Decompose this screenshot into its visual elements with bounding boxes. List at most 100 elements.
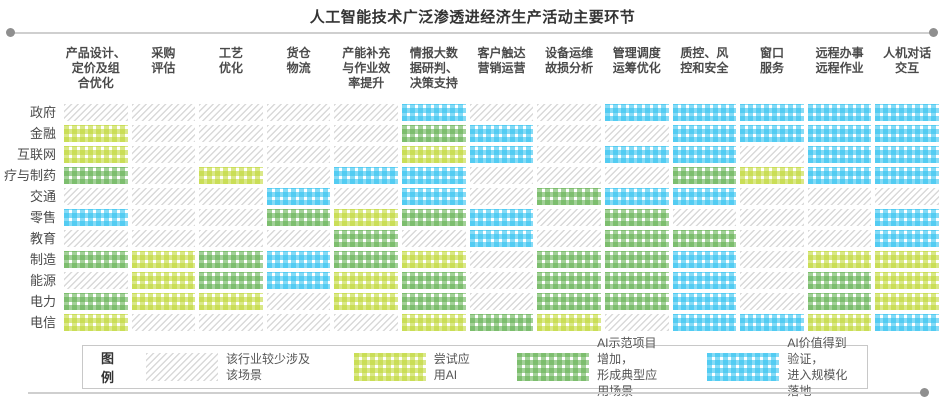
heatmap-cell [671, 312, 739, 333]
heatmap-cell-pattern-scale [875, 167, 939, 184]
heatmap-cell [332, 123, 400, 144]
heatmap-cell-pattern-demo [537, 272, 601, 289]
heatmap-cell [468, 165, 536, 186]
heatmap-cell [603, 207, 671, 228]
legend: 图例 该行业较少涉及该场景 尝试应用AI AI示范项目增加， 形成典型应用场景 AI价… [82, 336, 868, 398]
heatmap-cell-pattern-trial [402, 146, 466, 163]
heatmap-cell [806, 228, 874, 249]
heatmap-cell-pattern-trial [334, 293, 399, 310]
bottom-divider-line [28, 392, 921, 394]
column-header-9: 管理调度 运筹优化 [612, 46, 661, 76]
heatmap-cell-pattern-demo [469, 314, 534, 331]
heatmap-cell [873, 228, 941, 249]
heatmap-cell [400, 165, 468, 186]
heatmap-cell-pattern-none [64, 272, 128, 289]
heatmap-cell [535, 249, 603, 270]
heatmap-cell [265, 186, 333, 207]
heatmap-cell [130, 102, 198, 123]
heatmap-cell [806, 165, 874, 186]
heatmap-cell-pattern-none [537, 125, 601, 142]
row-label-4: 疗与制药 [3, 168, 56, 183]
row-label-11: 电信 [29, 315, 56, 330]
heatmap-cell [400, 270, 468, 291]
heatmap-cell-pattern-none [469, 104, 534, 121]
heatmap-cell-pattern-none [469, 167, 534, 184]
heatmap-cell-pattern-demo [604, 293, 669, 310]
heatmap-cell [332, 144, 400, 165]
heatmap-cell [468, 270, 536, 291]
heatmap-cell [806, 186, 874, 207]
row-label-8: 制造 [29, 252, 56, 267]
line-end-dot-icon [920, 388, 929, 397]
heatmap-cell [130, 291, 198, 312]
heatmap-cell [332, 186, 400, 207]
heatmap-cell-pattern-scale [266, 188, 331, 205]
heatmap-cell [400, 186, 468, 207]
row-label-9: 能源 [29, 273, 56, 288]
heatmap-cell-pattern-none [199, 188, 263, 205]
heatmap-cell [738, 186, 806, 207]
heatmap-cell [535, 165, 603, 186]
heatmap-cell [535, 207, 603, 228]
heatmap-cell-pattern-scale [672, 188, 737, 205]
heatmap-cell-pattern-none [469, 272, 534, 289]
heatmap-cell [62, 249, 130, 270]
heatmap-cell [197, 144, 265, 165]
column-header-10: 质控、风 控和安全 [680, 46, 729, 76]
heatmap-cell-pattern-none [604, 314, 669, 331]
heatmap-cell-pattern-demo [537, 188, 601, 205]
heatmap-cell [738, 123, 806, 144]
legend-label-trial: 尝试应用AI [433, 351, 470, 382]
heatmap-cell [738, 165, 806, 186]
heatmap-cell-pattern-trial [875, 251, 939, 268]
heatmap-cell [873, 207, 941, 228]
heatmap-cell-pattern-none [131, 188, 196, 205]
heatmap-cell [535, 102, 603, 123]
legend-label-none: 该行业较少涉及该场景 [226, 351, 311, 382]
heatmap-cell [738, 270, 806, 291]
heatmap-cell [332, 207, 400, 228]
heatmap-cell-pattern-trial [199, 167, 263, 184]
heatmap-cell-pattern-none [334, 314, 399, 331]
heatmap-cell-pattern-scale [807, 104, 872, 121]
heatmap-cell-pattern-demo [199, 251, 263, 268]
heatmap-cell [873, 186, 941, 207]
heatmap-cell-pattern-none [334, 104, 399, 121]
heatmap-cell-pattern-scale [740, 314, 804, 331]
heatmap-cell-pattern-none [266, 104, 331, 121]
heatmap-cell-pattern-demo [199, 272, 263, 289]
heatmap-cell-pattern-trial [740, 167, 804, 184]
heatmap-cell [468, 249, 536, 270]
heatmap-cell-pattern-none [199, 209, 263, 226]
heatmap-cell [603, 123, 671, 144]
heatmap-cell-pattern-demo [604, 230, 669, 247]
heatmap-cell-pattern-none [131, 314, 196, 331]
heatmap-cell [130, 270, 198, 291]
heatmap-cell-pattern-scale [875, 104, 939, 121]
chart-title: 人工智能技术广泛渗透进经济生产活动主要环节 [309, 9, 636, 26]
heatmap-cell-pattern-none [740, 230, 804, 247]
heatmap-cell-pattern-trial [64, 314, 128, 331]
heatmap-cell [603, 249, 671, 270]
column-header-12: 远程办事 远程作业 [815, 46, 864, 76]
heatmap-cell [806, 123, 874, 144]
heatmap-cell-pattern-scale [604, 104, 669, 121]
heatmap-cell [130, 165, 198, 186]
heatmap-cell [535, 123, 603, 144]
heatmap-cell [468, 207, 536, 228]
column-header-4: 货仓 物流 [286, 46, 311, 76]
column-header-7: 客户触达 营销运营 [477, 46, 526, 76]
heatmap-cell [62, 291, 130, 312]
heatmap-cell-pattern-scale [875, 125, 939, 142]
heatmap-cell-pattern-none [469, 293, 534, 310]
heatmap-cell [738, 291, 806, 312]
row-label-1: 政府 [29, 105, 56, 120]
heatmap-cell-pattern-none [807, 230, 872, 247]
heatmap-cell [873, 270, 941, 291]
heatmap-column-headers: 产品设计、 定价及组 合优化 采购 评估 工艺 优化 货仓 物流 产能补充 与作业效 率… [0, 46, 941, 102]
heatmap-cell-pattern-none [131, 209, 196, 226]
heatmap-cell [535, 144, 603, 165]
heatmap-cell-pattern-none [334, 146, 399, 163]
heatmap-cell [197, 228, 265, 249]
heatmap-cell-pattern-trial [807, 251, 872, 268]
